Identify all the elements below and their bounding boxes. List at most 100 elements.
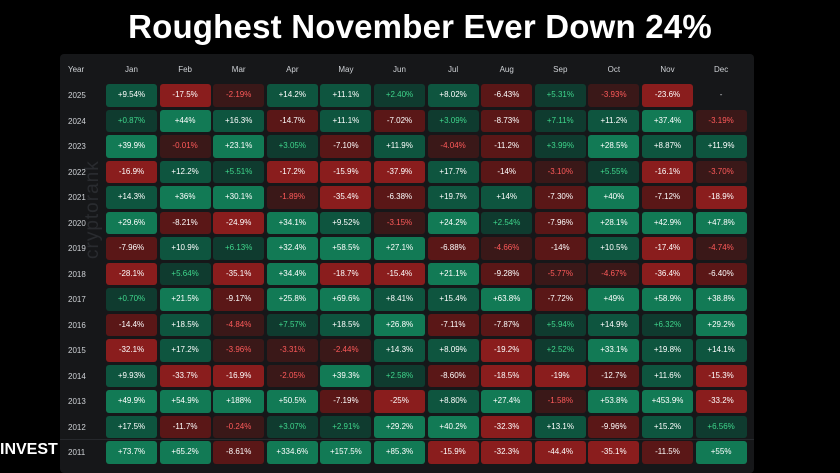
brand-text: INVEST [0,441,60,459]
return-cell: -15.3% [695,364,747,387]
average-cell: +19.4% [320,470,371,473]
return-cell: +24.2% [427,211,479,234]
return-cell: +5.55% [588,160,640,183]
return-cell: +2.58% [374,364,425,387]
year-label: 2019 [68,244,86,253]
return-cell: -7.02% [374,109,425,132]
return-cell: +36% [159,186,211,209]
return-cell: +49% [588,288,640,311]
return-cell: +11.9% [695,135,747,158]
return-cell: -15.9% [427,441,479,464]
column-header-feb: Feb [178,65,192,74]
return-cell: -8.21% [159,211,211,234]
return-cell: +17.2% [159,339,211,362]
return-cell: -32.1% [106,339,157,362]
return-cell: -35.1% [588,441,640,464]
return-cell: -4.67% [588,262,640,285]
return-cell: +7.11% [534,109,586,132]
return-cell: +3.05% [266,135,318,158]
return-cell: +26.8% [374,313,425,336]
return-cell: +6.56% [695,415,747,438]
return-cell: +38.8% [695,288,747,311]
column-header-mar: Mar [231,65,246,74]
return-cell: -1.89% [266,186,318,209]
return-cell: +13.1% [534,415,586,438]
return-cell: -8.73% [481,109,533,132]
return-cell: -4.84% [213,313,265,336]
return-cell: -4.04% [427,135,479,158]
return-cell: -12.7% [588,364,640,387]
return-cell: +11.2% [588,109,640,132]
year-label: 2016 [68,320,86,330]
return-cell: +11.6% [642,364,693,387]
return-cell: -7.12% [642,186,693,209]
return-cell: +11.1% [320,109,372,132]
return-cell: -17.4% [642,237,693,260]
average-cell: +14.3% [160,470,211,473]
return-cell: -7.96% [106,237,157,260]
return-cell: -7.11% [427,313,479,336]
return-cell: -5.77% [534,262,586,285]
return-cell: +6.13% [213,237,265,260]
return-cell: -35.1% [213,262,265,285]
return-cell: +54.9% [159,390,211,413]
average-cell: +36.2% [642,470,693,473]
column-header-sep: Sep [553,65,568,74]
return-cell: +8.09% [427,339,479,362]
return-cell: +157.5% [320,441,372,464]
return-cell: +453.9% [642,390,693,413]
return-cell: +14.9% [588,313,640,336]
return-cell: -37.9% [374,160,425,183]
return-cell: +188% [213,390,265,413]
return-cell: +73.7% [106,441,157,464]
return-cell: +15.4% [427,288,479,311]
return-cell: +18.5% [159,313,211,336]
column-header-jan: Jan [125,65,138,74]
return-cell: -14% [534,237,586,260]
return-cell: +3.99% [534,135,586,158]
return-cell: -16.9% [106,160,157,183]
column-header-dec: Dec [713,65,729,74]
year-label: 2014 [68,371,86,381]
year-label: 2023 [68,142,86,151]
return-cell: -4.74% [695,237,747,260]
return-cell: +17.7% [427,160,479,183]
column-header-year: Year [68,65,85,74]
column-header-jun: Jun [393,65,406,74]
average-cell: +9.76% [106,470,157,473]
return-cell: -8.61% [213,441,265,464]
return-cell: -19% [534,364,586,387]
return-cell: -18.7% [320,262,372,285]
return-cell: +69.6% [320,288,372,311]
return-cell: -16.9% [213,364,265,387]
returns-table-panel: Year Jan Feb Mar Apr May Jun Jul Aug Sep Oct Nov Dec… [60,54,754,473]
return-cell: +19.8% [642,339,693,362]
year-label: 2015 [68,346,86,355]
column-header-aug: Aug [499,65,514,74]
return-cell: -0.24% [213,415,265,438]
return-cell: -8.60% [427,364,479,387]
return-cell: -28.1% [106,262,157,285]
return-cell: -24.9% [213,211,265,234]
return-cell: +40.2% [427,415,479,438]
return-cell: -3.31% [266,339,318,362]
return-cell: +34.1% [266,211,318,234]
return-cell: +50.5% [266,390,318,413]
return-cell: +8.41% [374,288,425,311]
return-cell: -7.87% [481,313,533,336]
return-cell: -19.2% [481,339,533,362]
return-cell: +3.09% [427,109,479,132]
return-cell: +8.87% [642,135,693,158]
return-cell: +2.52% [534,339,586,362]
return-cell: +10.5% [588,237,640,260]
return-cell: +29.2% [374,415,425,438]
return-cell: +39.3% [320,364,372,387]
return-cell: -18.5% [481,364,533,387]
return-cell: -15.4% [374,262,425,285]
return-cell: +7.57% [266,313,318,336]
column-header-apr: Apr [286,65,299,74]
return-cell: -35.4% [320,186,372,209]
return-cell: -2.44% [320,339,372,362]
return-cell: -7.10% [320,135,372,158]
return-cell: +39.9% [106,135,157,158]
